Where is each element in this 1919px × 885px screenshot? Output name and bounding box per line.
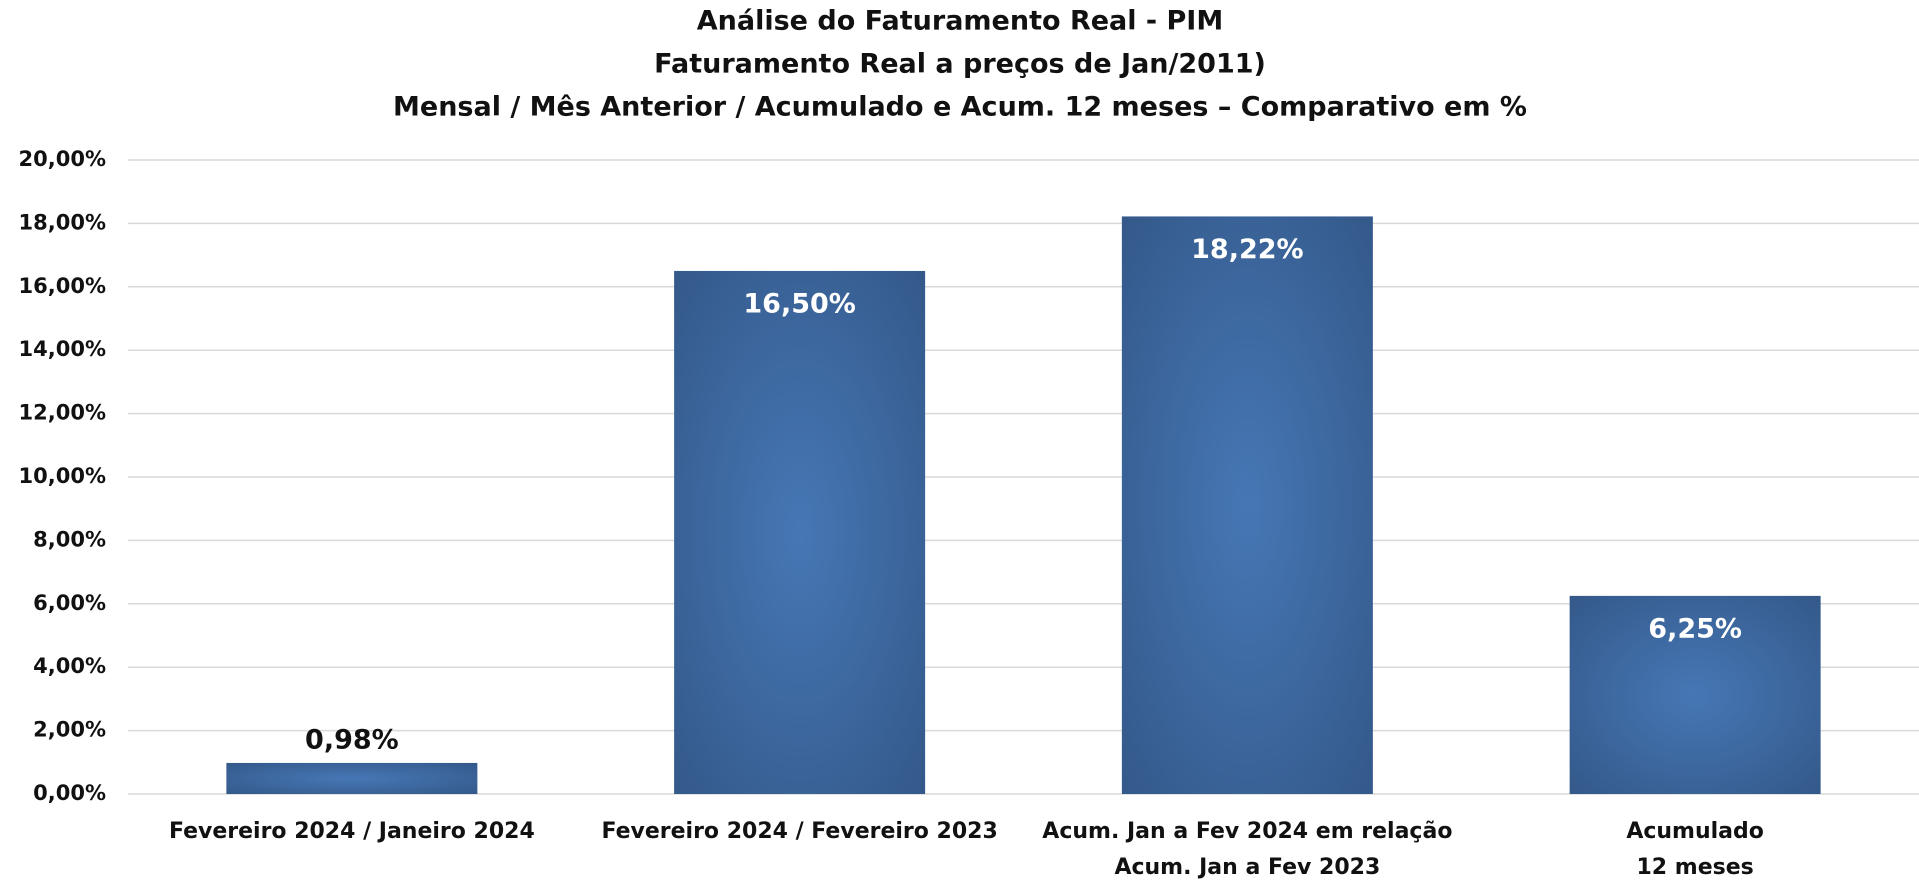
x-tick-label: Acum. Jan a Fev 2023: [1114, 855, 1380, 880]
x-tick-label: Acumulado: [1626, 819, 1764, 844]
y-tick-label: 6,00%: [33, 591, 106, 615]
y-tick-label: 16,00%: [19, 274, 106, 298]
x-tick-label: 12 meses: [1637, 855, 1754, 880]
y-tick-label: 12,00%: [19, 401, 106, 425]
y-tick-label: 14,00%: [19, 337, 106, 361]
x-tick-label: Fevereiro 2024 / Janeiro 2024: [169, 819, 535, 844]
value-label: 0,98%: [305, 724, 399, 755]
chart-title: Análise do Faturamento Real - PIM: [697, 6, 1223, 37]
y-tick-label: 0,00%: [33, 781, 106, 805]
y-tick-label: 18,00%: [19, 210, 106, 234]
bar: [674, 270, 926, 794]
value-label: 16,50%: [743, 288, 855, 319]
y-tick-label: 4,00%: [33, 654, 106, 678]
x-tick-label: Acum. Jan a Fev 2024 em relação: [1042, 819, 1452, 844]
y-tick-label: 8,00%: [33, 527, 106, 551]
bar: [226, 762, 478, 794]
y-tick-label: 10,00%: [19, 464, 106, 488]
y-tick-label: 20,00%: [19, 147, 106, 171]
value-label: 18,22%: [1191, 234, 1303, 265]
chart-title: Mensal / Mês Anterior / Acumulado e Acum…: [393, 92, 1527, 123]
x-tick-label: Fevereiro 2024 / Fevereiro 2023: [601, 819, 997, 844]
y-tick-label: 2,00%: [33, 718, 106, 742]
bar: [1569, 595, 1821, 794]
chart-title: Faturamento Real a preços de Jan/2011): [654, 49, 1266, 80]
bar: [1121, 216, 1373, 794]
value-label: 6,25%: [1648, 613, 1742, 644]
